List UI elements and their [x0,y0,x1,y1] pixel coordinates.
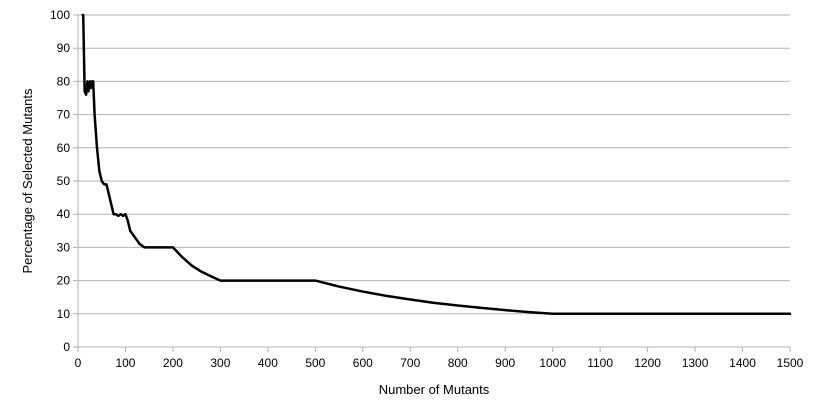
data-point [86,80,89,83]
x-tick-label: 500 [305,356,325,370]
data-point [385,294,388,297]
y-tick-label: 50 [57,174,71,188]
data-point [456,304,459,307]
data-point [200,270,203,273]
data-point [138,243,141,246]
data-point [152,246,155,249]
data-point [148,246,151,249]
series-line [81,13,792,316]
data-point [89,87,92,90]
data-point [209,275,212,278]
data-point [90,80,93,83]
y-tick-label: 10 [57,307,71,321]
data-point [114,213,117,216]
data-point [219,279,222,282]
data-point [126,219,129,222]
data-point [85,93,88,96]
data-point [527,311,530,314]
x-tick-label: 900 [495,356,515,370]
x-tick-label: 1400 [729,356,756,370]
data-point [112,213,115,216]
data-point [243,279,246,282]
data-point [338,285,341,288]
x-tick-label: 1200 [634,356,661,370]
x-tick-label: 400 [258,356,278,370]
x-tick-label: 1300 [682,356,709,370]
data-point [87,90,90,93]
data-point [480,306,483,309]
gridlines [73,14,790,348]
x-tick-label: 1000 [539,356,566,370]
data-point [129,229,132,232]
data-point [599,312,602,315]
data-point [107,193,110,196]
data-point [143,246,146,249]
data-point [117,214,120,217]
data-point [741,312,744,315]
data-point [551,312,554,315]
data-point [228,279,231,282]
x-tick-label: 600 [353,356,373,370]
data-point [95,146,98,149]
data-point [789,312,791,315]
y-tick-label: 40 [57,207,71,221]
data-point [88,80,91,83]
y-tick-label: 100 [50,8,70,22]
y-tick-label: 0 [63,340,70,354]
x-tick-label: 100 [115,356,135,370]
y-tick-label: 30 [57,240,71,254]
data-point [646,312,649,315]
data-point [105,183,108,186]
data-point [694,312,697,315]
data-point [83,90,86,93]
data-point [133,236,136,239]
data-point [82,14,85,16]
x-axis-label: Number of Mutants [379,382,490,397]
data-point [290,279,293,282]
data-point [93,113,96,116]
y-tick-label: 20 [57,274,71,288]
y-tick-label: 60 [57,141,71,155]
data-point [92,80,95,83]
data-point [266,279,269,282]
data-point [162,246,165,249]
data-point [124,213,127,216]
data-point [103,183,106,186]
x-tick-label: 1100 [587,356,613,370]
y-tick-label: 90 [57,41,71,55]
y-tick-label: 70 [57,108,71,122]
data-point [100,180,103,182]
x-tick-label: 0 [75,356,82,370]
x-tick-label: 1500 [777,356,804,370]
data-point [98,170,101,173]
data-point [190,264,193,267]
axes [77,15,791,352]
data-point [504,309,507,312]
data-point [314,279,317,282]
data-point [361,290,364,293]
y-axis-label: Percentage of Selected Mutants [20,88,35,274]
data-point [409,298,412,301]
data-point [181,256,184,259]
data-point [433,301,435,304]
data-series [81,13,792,316]
x-tick-label: 800 [448,356,468,370]
data-point [110,203,113,206]
data-point [167,246,170,249]
data-point [122,214,125,217]
data-point [171,246,174,249]
y-tick-label: 80 [57,74,71,88]
data-point [119,213,122,216]
x-tick-label: 300 [210,356,230,370]
data-point [157,246,160,249]
x-tick-label: 200 [163,356,183,370]
x-tick-label: 700 [400,356,420,370]
